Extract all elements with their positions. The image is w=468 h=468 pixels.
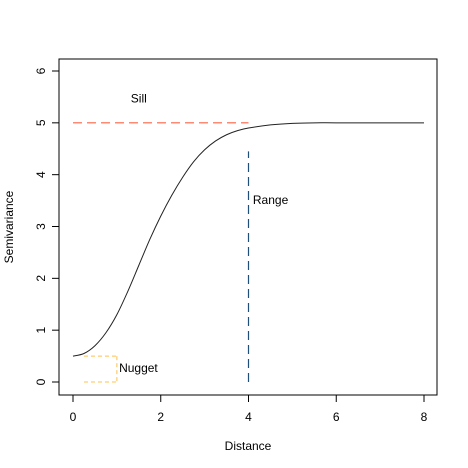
x-axis-label: Distance (225, 439, 272, 453)
nugget-label: Nugget (119, 361, 158, 375)
semivariance-curve (72, 122, 424, 357)
y-tick-label: 6 (34, 67, 48, 74)
y-tick-label: 0 (34, 378, 48, 385)
y-tick-label: 2 (34, 275, 48, 282)
range-label: Range (253, 193, 289, 207)
y-tick-label: 3 (34, 223, 48, 230)
x-tick-label: 0 (70, 410, 77, 424)
y-tick-label: 5 (34, 119, 48, 126)
annotations: Sill Range Nugget (73, 92, 289, 383)
series-layer (72, 122, 424, 357)
sill-label: Sill (131, 92, 147, 106)
x-axis: 0 2 4 6 8 (70, 394, 428, 424)
y-tick-label: 1 (34, 327, 48, 334)
x-tick-label: 2 (157, 410, 164, 424)
y-axis: 0 1 2 3 4 5 6 (34, 67, 60, 385)
y-axis-label: Semivariance (2, 190, 16, 263)
x-tick-label: 6 (333, 410, 340, 424)
x-tick-label: 8 (421, 410, 428, 424)
y-tick-label: 4 (34, 171, 48, 178)
x-tick-label: 4 (245, 410, 252, 424)
